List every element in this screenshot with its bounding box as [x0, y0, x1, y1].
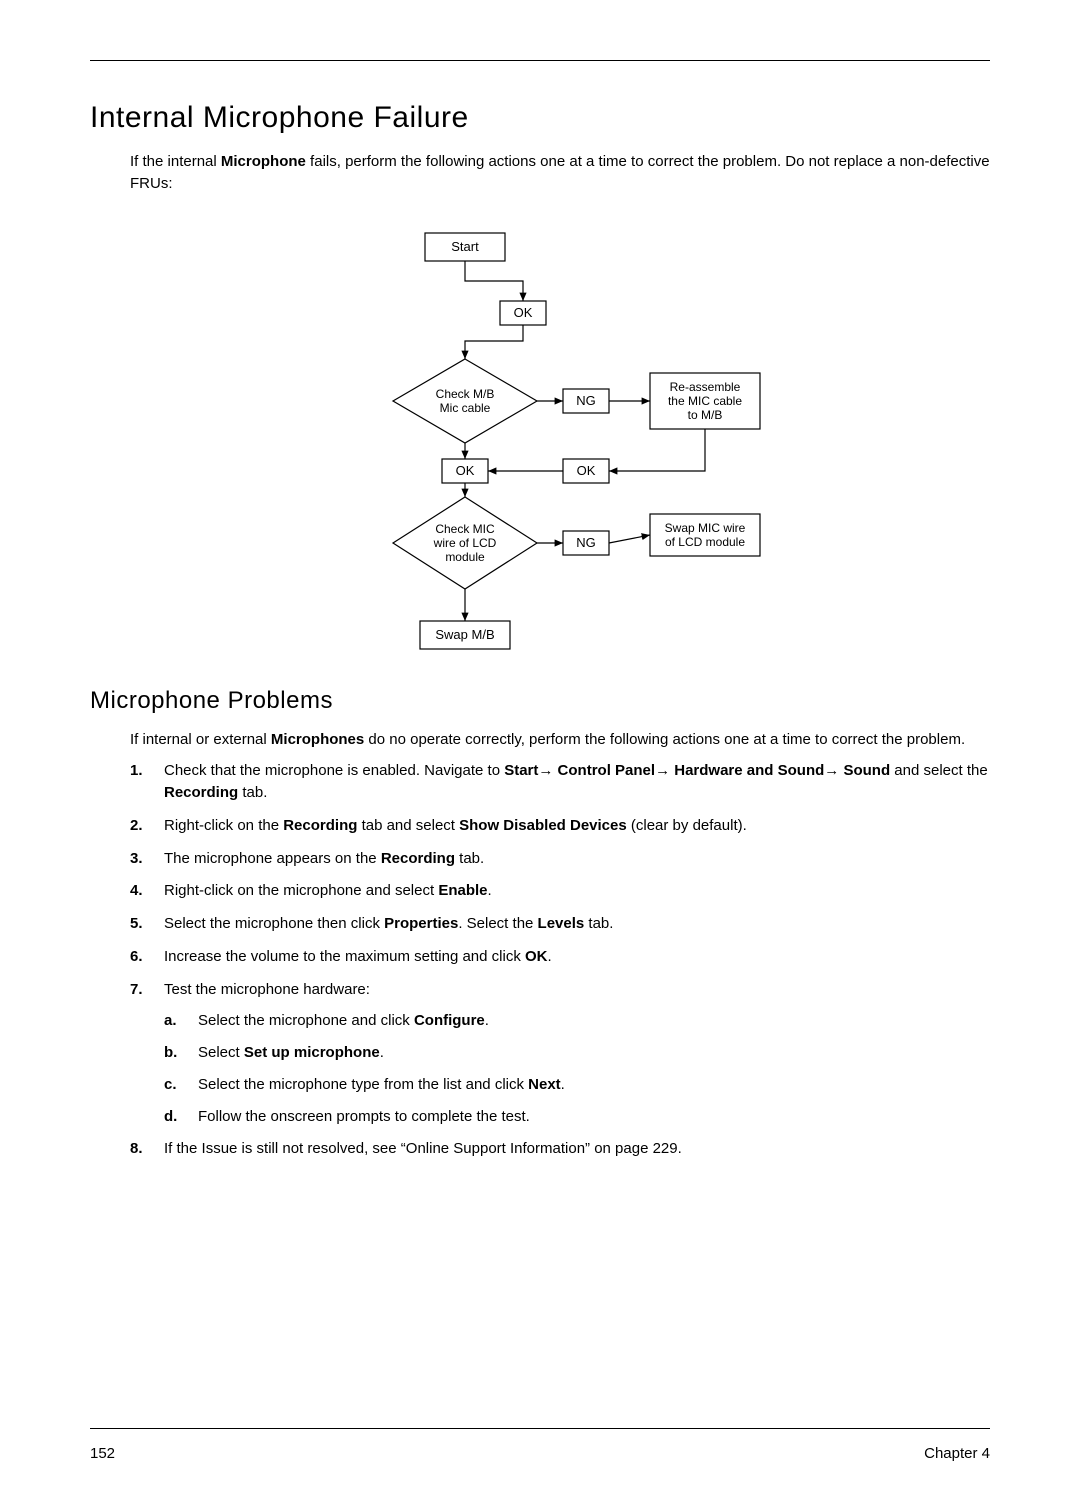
svg-text:Swap MIC wire: Swap MIC wire: [665, 521, 746, 535]
s1-arrow1: →: [538, 762, 553, 779]
s3-t2: tab.: [455, 850, 484, 867]
s5-t3: tab.: [584, 915, 613, 932]
s8-t1: If the Issue is still not resolved, see …: [164, 1140, 682, 1157]
intro2-t1: If internal or external: [130, 731, 271, 748]
svg-text:OK: OK: [514, 305, 533, 320]
intro2-b1: Microphones: [271, 731, 364, 748]
s1-arrow2: →: [655, 762, 670, 779]
s6-t1: Increase the volume to the maximum setti…: [164, 948, 525, 965]
s7a-b1: Configure: [414, 1012, 485, 1029]
svg-text:OK: OK: [456, 463, 475, 478]
svg-text:Start: Start: [451, 239, 479, 254]
step-7b: Select Set up microphone.: [164, 1042, 990, 1064]
svg-text:the MIC cable: the MIC cable: [668, 394, 742, 408]
s1-b5: Recording: [164, 784, 238, 801]
page-number: 152: [90, 1445, 115, 1462]
substeps-list: Select the microphone and click Configur…: [164, 1010, 990, 1127]
page-footer: 152 Chapter 4: [90, 1428, 990, 1462]
s1-b3: Hardware and Sound: [670, 762, 824, 779]
s7b-t2: .: [380, 1044, 384, 1061]
step-7a: Select the microphone and click Configur…: [164, 1010, 990, 1032]
footer-rule: [90, 1428, 990, 1429]
step-7d: Follow the onscreen prompts to complete …: [164, 1106, 990, 1128]
s7b-b1: Set up microphone: [244, 1044, 380, 1061]
s3-b1: Recording: [381, 850, 455, 867]
svg-text:Check MIC: Check MIC: [435, 522, 495, 536]
step-6: Increase the volume to the maximum setti…: [130, 946, 990, 968]
svg-text:of LCD module: of LCD module: [665, 535, 745, 549]
s5-b1: Properties: [384, 915, 458, 932]
s2-t1: Right-click on the: [164, 817, 283, 834]
svg-text:to M/B: to M/B: [688, 408, 723, 422]
step-4: Right-click on the microphone and select…: [130, 880, 990, 902]
s7d-t1: Follow the onscreen prompts to complete …: [198, 1108, 530, 1125]
intro-paragraph-1: If the internal Microphone fails, perfor…: [130, 151, 990, 195]
step-7: Test the microphone hardware: Select the…: [130, 979, 990, 1128]
s7c-t2: .: [561, 1076, 565, 1093]
s7c-b1: Next: [528, 1076, 561, 1093]
s1-t3: tab.: [238, 784, 267, 801]
s1-b4: Sound: [843, 762, 890, 779]
s4-b1: Enable: [438, 882, 487, 899]
svg-text:OK: OK: [577, 463, 596, 478]
s2-t3: (clear by default).: [627, 817, 747, 834]
svg-text:Re-assemble: Re-assemble: [670, 380, 741, 394]
s7a-t2: .: [485, 1012, 489, 1029]
s3-t1: The microphone appears on the: [164, 850, 381, 867]
svg-text:Check M/B: Check M/B: [436, 387, 495, 401]
s1-b1: Start: [504, 762, 538, 779]
s7c-t1: Select the microphone type from the list…: [198, 1076, 528, 1093]
s1-t1: Check that the microphone is enabled. Na…: [164, 762, 504, 779]
intro2-t2: do no operate correctly, perform the fol…: [364, 731, 965, 748]
svg-text:wire of LCD: wire of LCD: [433, 536, 497, 550]
svg-text:Mic cable: Mic cable: [440, 401, 491, 415]
step-1: Check that the microphone is enabled. Na…: [130, 760, 990, 804]
s5-t2: . Select the: [458, 915, 537, 932]
s5-t1: Select the microphone then click: [164, 915, 384, 932]
s2-t2: tab and select: [357, 817, 459, 834]
svg-text:NG: NG: [576, 393, 596, 408]
step-2: Right-click on the Recording tab and sel…: [130, 815, 990, 837]
step-7c: Select the microphone type from the list…: [164, 1074, 990, 1096]
flowchart-svg: Start OK Check M/BMic cable NG Re-assembleth…: [300, 223, 780, 653]
heading-internal-mic-failure: Internal Microphone Failure: [90, 101, 990, 135]
step-8: If the Issue is still not resolved, see …: [130, 1138, 990, 1160]
s5-b2: Levels: [538, 915, 585, 932]
heading-microphone-problems: Microphone Problems: [90, 687, 990, 715]
s1-t2: and select the: [890, 762, 988, 779]
svg-text:module: module: [445, 550, 485, 564]
s7b-t1: Select: [198, 1044, 244, 1061]
svg-text:Swap M/B: Swap M/B: [435, 627, 494, 642]
s7-t1: Test the microphone hardware:: [164, 981, 370, 998]
s6-t2: .: [548, 948, 552, 965]
s7a-t1: Select the microphone and click: [198, 1012, 414, 1029]
intro1-b1: Microphone: [221, 153, 306, 170]
top-rule: [90, 60, 990, 61]
s1-arrow3: →: [824, 762, 839, 779]
s4-t2: .: [488, 882, 492, 899]
step-5: Select the microphone then click Propert…: [130, 913, 990, 935]
s6-b1: OK: [525, 948, 548, 965]
s1-b2: Control Panel: [553, 762, 655, 779]
s2-b2: Show Disabled Devices: [459, 817, 627, 834]
s2-b1: Recording: [283, 817, 357, 834]
intro1-t1: If the internal: [130, 153, 221, 170]
flowchart-container: Start OK Check M/BMic cable NG Re-assembleth…: [90, 223, 990, 653]
chapter-label: Chapter 4: [924, 1445, 990, 1462]
steps-list: Check that the microphone is enabled. Na…: [130, 760, 990, 1160]
intro-paragraph-2: If internal or external Microphones do n…: [130, 729, 990, 751]
svg-text:NG: NG: [576, 535, 596, 550]
step-3: The microphone appears on the Recording …: [130, 848, 990, 870]
s4-t1: Right-click on the microphone and select: [164, 882, 438, 899]
